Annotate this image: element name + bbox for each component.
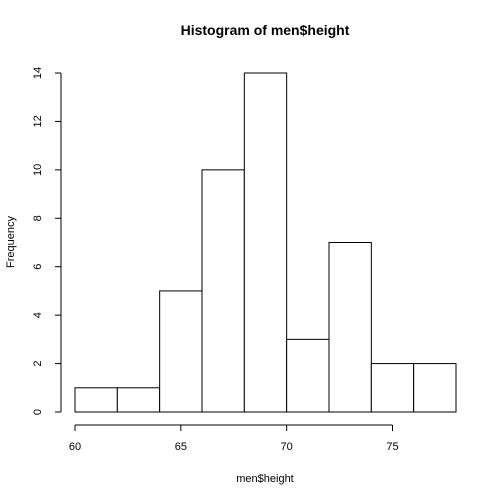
histogram-bar-2 bbox=[159, 290, 203, 413]
y-tick-label-1: 2 bbox=[32, 361, 44, 367]
x-tick-label-0: 60 bbox=[69, 441, 81, 453]
y-tick-label-2: 4 bbox=[32, 312, 44, 318]
x-tick-label-1: 65 bbox=[175, 441, 187, 453]
bars-group bbox=[74, 72, 457, 413]
histogram-bar-7 bbox=[370, 363, 415, 413]
histogram-bar-8 bbox=[413, 363, 457, 413]
histogram-bar-3 bbox=[201, 169, 245, 413]
y-axis-ticks: 0 2 4 6 8 10 12 14 bbox=[32, 67, 61, 415]
x-tick-label-3: 75 bbox=[386, 441, 398, 453]
histogram-bar-0 bbox=[74, 387, 118, 413]
histogram-bar-6 bbox=[328, 242, 372, 413]
y-axis-label: Frequency bbox=[5, 216, 17, 268]
x-axis-ticks: 60 65 70 75 bbox=[69, 425, 399, 453]
y-tick-label-5: 10 bbox=[32, 164, 44, 176]
histogram-bar-4 bbox=[243, 72, 288, 413]
y-tick-label-4: 8 bbox=[32, 215, 44, 221]
histogram-bar-1 bbox=[116, 387, 161, 413]
y-tick-label-3: 6 bbox=[32, 264, 44, 270]
y-tick-label-0: 0 bbox=[32, 409, 44, 415]
x-tick-label-2: 70 bbox=[281, 441, 293, 453]
x-axis-label: men$height bbox=[236, 473, 294, 485]
histogram-bar-5 bbox=[286, 338, 330, 413]
y-tick-label-6: 12 bbox=[32, 115, 44, 127]
chart-title: Histogram of men$height bbox=[181, 22, 350, 38]
y-tick-label-7: 14 bbox=[32, 67, 44, 79]
